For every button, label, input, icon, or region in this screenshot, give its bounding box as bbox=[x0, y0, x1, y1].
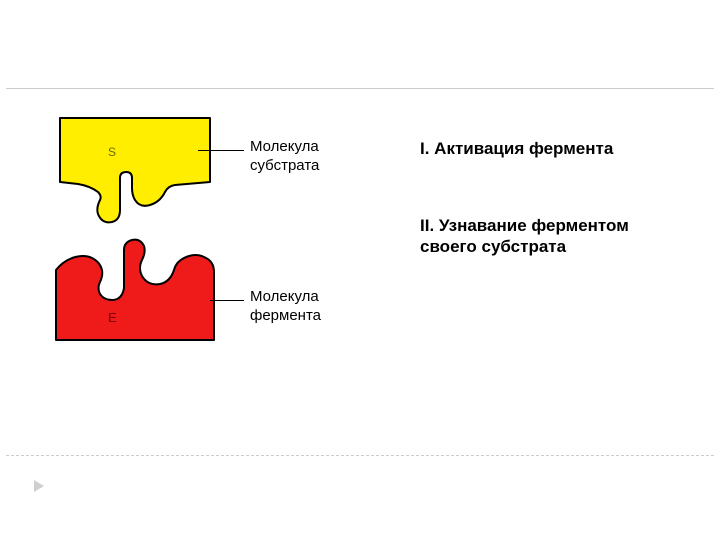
substrate-shape bbox=[60, 118, 210, 222]
diagram-stage: { "canvas": { "width": 720, "height": 54… bbox=[0, 0, 720, 540]
substrate-label: Молекула субстрата bbox=[250, 138, 319, 176]
diagram-svg bbox=[0, 0, 720, 540]
enzyme-leader bbox=[210, 300, 244, 301]
substrate-leader bbox=[198, 150, 244, 151]
caption-one: I. Активация фермента bbox=[420, 138, 613, 159]
caption-two: II. Узнавание ферментом своего субстрата bbox=[420, 215, 629, 258]
enzyme-label: Молекула фермента bbox=[250, 288, 321, 326]
footer-arrow-icon bbox=[34, 480, 44, 492]
enzyme-letter: E bbox=[108, 310, 117, 325]
enzyme-shape bbox=[56, 240, 214, 340]
substrate-letter: S bbox=[108, 145, 116, 159]
